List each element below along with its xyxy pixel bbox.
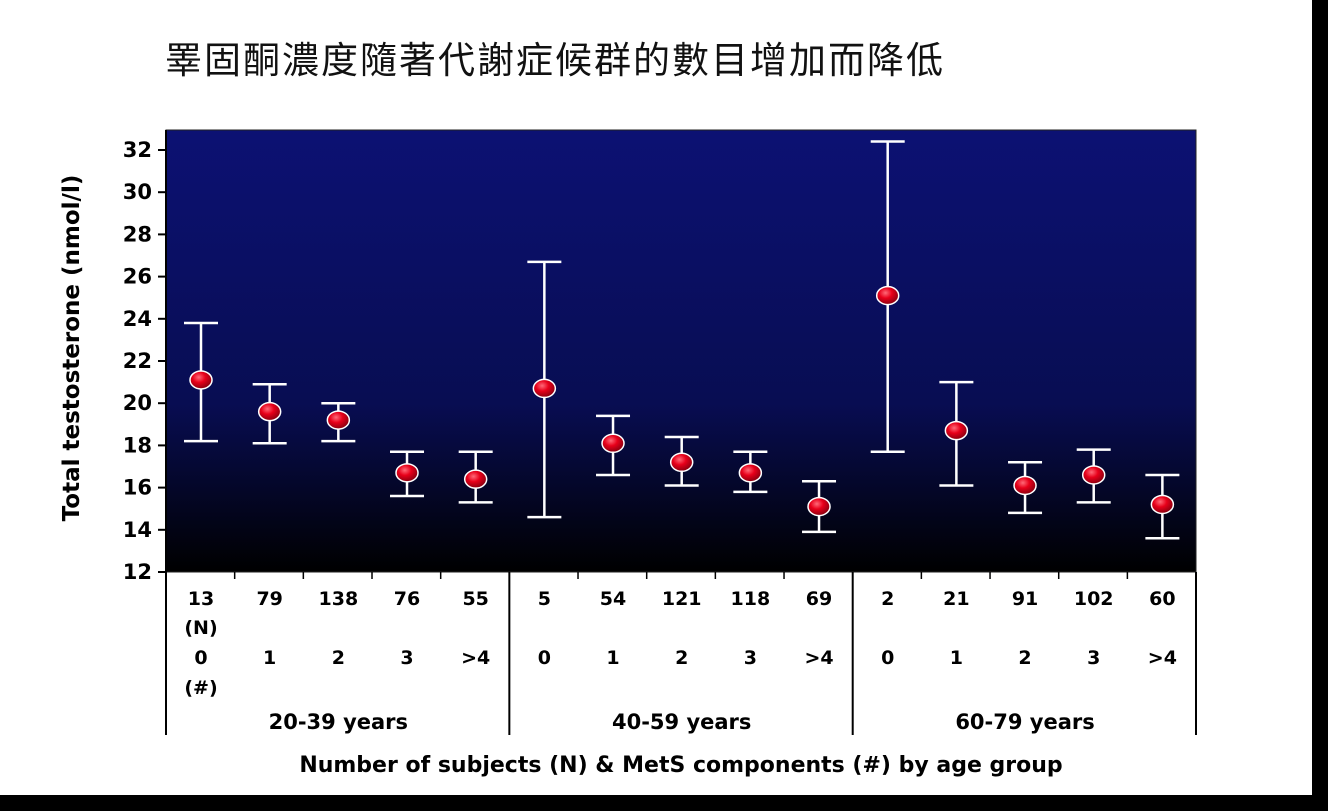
mets-components-label: >4 (804, 647, 833, 669)
subject-count-label: 138 (319, 588, 359, 610)
y-tick-label: 24 (123, 307, 152, 331)
subject-count-label: 118 (731, 588, 771, 610)
mean-marker (257, 401, 282, 422)
mets-components-label: >4 (1148, 647, 1177, 669)
right-edge-bar (1312, 0, 1328, 811)
y-tick-label: 14 (123, 518, 152, 542)
components-row-label: (#) (184, 677, 217, 699)
mean-marker (738, 463, 763, 483)
mean-marker (463, 469, 488, 489)
y-tick-label: 26 (123, 265, 152, 289)
y-tick-label: 16 (123, 476, 152, 500)
subject-count-label: 2 (881, 588, 894, 610)
y-axis-label: Total testosterone (nmol/l) (59, 175, 85, 522)
mets-components-label: 3 (1087, 647, 1100, 669)
mean-marker (1013, 475, 1037, 496)
mean-marker (395, 463, 419, 483)
mets-components-label: 0 (881, 647, 894, 669)
mean-marker (944, 420, 969, 441)
subject-count-label: 102 (1074, 588, 1114, 610)
mean-marker (326, 410, 351, 430)
page-title: 睪固酮濃度隨著代謝症候群的數目增加而降低 (165, 39, 945, 82)
plot-area (165, 129, 1197, 573)
mets-components-label: 2 (1018, 647, 1031, 669)
mean-marker (875, 285, 900, 306)
mean-marker (1081, 465, 1106, 485)
subject-count-label: 55 (462, 588, 488, 610)
mean-marker (669, 452, 694, 473)
subject-count-label: 5 (538, 588, 551, 610)
mets-components-label: 0 (538, 647, 551, 669)
y-tick-label: 28 (123, 222, 152, 246)
mets-components-label: 1 (950, 647, 963, 669)
subject-count-label: 21 (943, 588, 969, 610)
mets-components-label: 2 (332, 647, 345, 669)
subject-count-label: 13 (188, 588, 214, 610)
mean-marker (189, 370, 213, 390)
age-group-label: 60-79 years (955, 710, 1094, 734)
y-axis: 12 14 16 18 20 22 24 26 28 30 32 (123, 130, 167, 584)
mets-components-label: 2 (675, 647, 688, 669)
mean-marker (807, 496, 831, 517)
mets-components-label: 1 (606, 647, 619, 669)
age-group-label: 40-59 years (612, 710, 751, 734)
mean-marker (1150, 494, 1175, 515)
mean-marker (532, 378, 557, 399)
mets-components-label: >4 (461, 647, 490, 669)
y-tick-label: 32 (123, 138, 152, 162)
mets-components-label: 1 (263, 647, 276, 669)
subject-count-label: 76 (394, 588, 420, 610)
subjects-row-label: (N) (184, 617, 217, 639)
subject-count-label: 79 (256, 588, 282, 610)
mets-components-label: 3 (400, 647, 413, 669)
y-tick-label: 22 (123, 349, 152, 373)
y-tick-label: 30 (123, 180, 152, 204)
subject-count-label: 69 (806, 588, 832, 610)
age-group-label: 20-39 years (269, 710, 408, 734)
y-tick-label: 12 (123, 560, 152, 584)
bottom-edge-bar (0, 795, 1328, 811)
subject-count-label: 91 (1012, 588, 1038, 610)
subject-count-label: 54 (600, 588, 626, 610)
mean-marker (601, 433, 625, 454)
subject-count-label: 121 (662, 588, 702, 610)
mets-components-label: 3 (744, 647, 757, 669)
mets-components-label: 0 (194, 647, 207, 669)
subject-count-label: 60 (1149, 588, 1175, 610)
x-axis-label: Number of subjects (N) & MetS components… (299, 753, 1062, 778)
data-marks (184, 140, 1180, 540)
y-tick-label: 20 (123, 391, 152, 415)
y-tick-label: 18 (123, 433, 152, 457)
